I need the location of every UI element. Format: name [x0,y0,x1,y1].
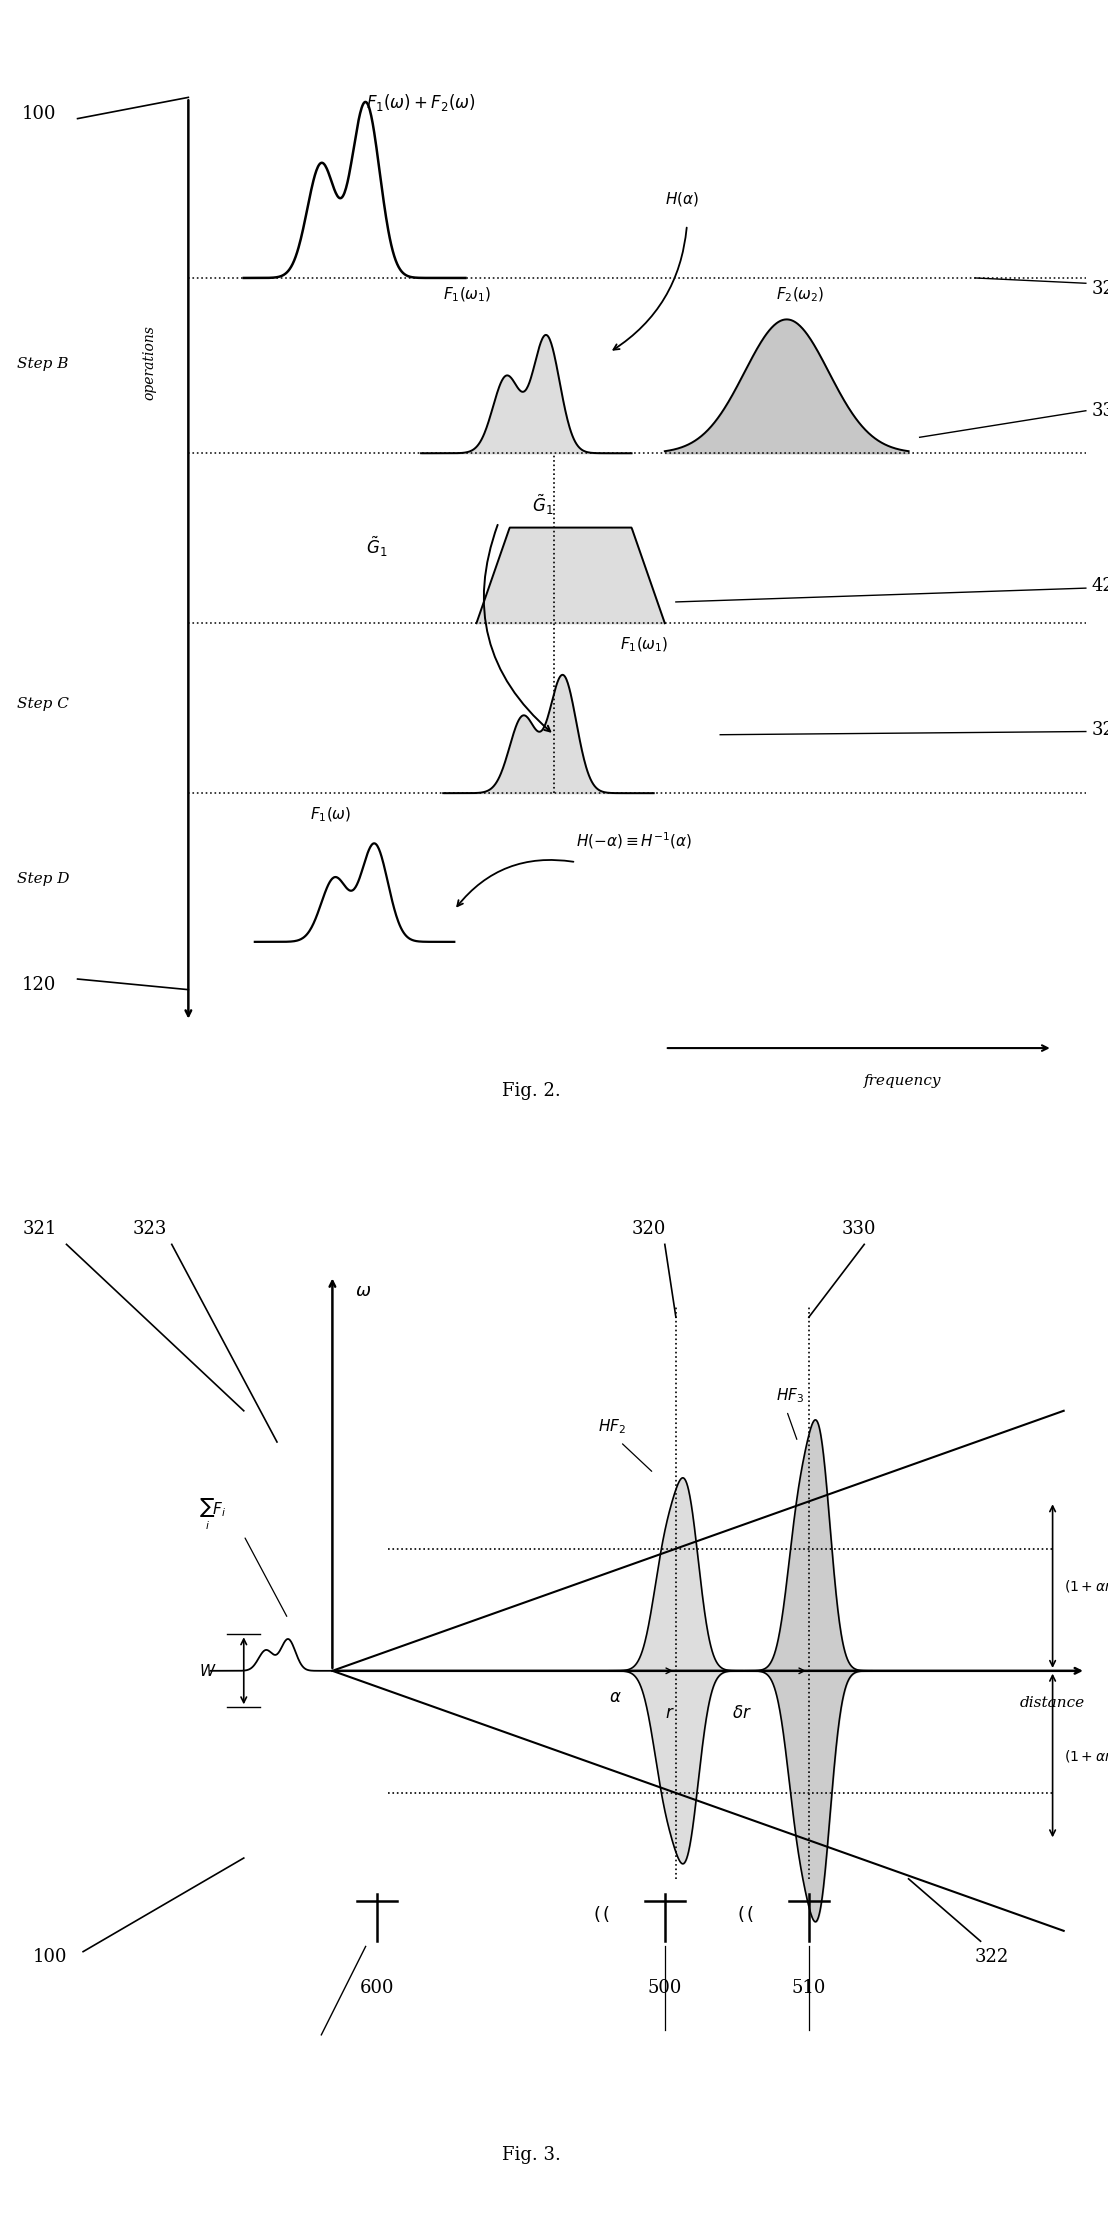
Text: 100: 100 [33,1947,68,1965]
Text: $\alpha$: $\alpha$ [609,1689,622,1706]
Text: 322: 322 [975,1947,1009,1965]
Text: $\delta r$: $\delta r$ [732,1704,752,1722]
Text: frequency: frequency [864,1073,942,1089]
Text: Step B: Step B [17,356,68,372]
Text: $\sum_i F_i$: $\sum_i F_i$ [199,1498,227,1531]
Text: 600: 600 [359,1978,394,1998]
Text: 120: 120 [22,976,57,994]
Text: 323: 323 [133,1219,167,1237]
Text: $H(\alpha)$: $H(\alpha)$ [665,190,699,208]
Text: 320: 320 [1091,721,1108,739]
Text: $F_2(\omega_2)$: $F_2(\omega_2)$ [776,285,824,303]
Text: $\omega$: $\omega$ [355,1281,371,1301]
Text: $HF_3$: $HF_3$ [776,1385,803,1405]
Text: 100: 100 [22,104,57,122]
Text: $HF_2$: $HF_2$ [598,1419,626,1436]
Text: 510: 510 [791,1978,827,1998]
Text: $\tilde{G}_1$: $\tilde{G}_1$ [366,536,387,560]
Text: 321: 321 [22,1219,57,1237]
Text: Fig. 3.: Fig. 3. [502,2147,562,2164]
Text: 320: 320 [1091,279,1108,299]
Text: $F_1(\omega)$: $F_1(\omega)$ [310,806,351,825]
Text: Fig. 2.: Fig. 2. [502,1082,562,1100]
Text: $W$: $W$ [199,1662,217,1680]
Text: $(\,($: $(\,($ [593,1905,611,1925]
Text: Step D: Step D [17,872,69,887]
Text: $(1+\alpha r)W$: $(1+\alpha r)W$ [1064,1578,1108,1593]
Text: operations: operations [143,325,156,401]
Text: $r$: $r$ [666,1704,675,1722]
Text: distance: distance [1019,1695,1085,1711]
Text: $H(-\alpha) \equiv H^{-1}(\alpha)$: $H(-\alpha) \equiv H^{-1}(\alpha)$ [576,830,692,850]
Text: 330: 330 [842,1219,876,1237]
Text: $(\,($: $(\,($ [737,1905,755,1925]
Text: $\tilde{G}_1$: $\tilde{G}_1$ [532,491,553,516]
Text: $F_1(\omega_1)$: $F_1(\omega_1)$ [443,285,492,303]
Text: $F_1(\omega) + F_2(\omega)$: $F_1(\omega) + F_2(\omega)$ [366,93,476,113]
Text: 500: 500 [647,1978,683,1998]
Text: Step C: Step C [17,697,69,710]
Text: 420: 420 [1091,578,1108,595]
Text: $F_1(\omega_1)$: $F_1(\omega_1)$ [620,635,669,655]
Text: 330: 330 [1091,403,1108,420]
Text: 320: 320 [632,1219,666,1237]
Text: $(1+\alpha r)\mathcal{L}$: $(1+\alpha r)\mathcal{L}$ [1064,1748,1108,1764]
